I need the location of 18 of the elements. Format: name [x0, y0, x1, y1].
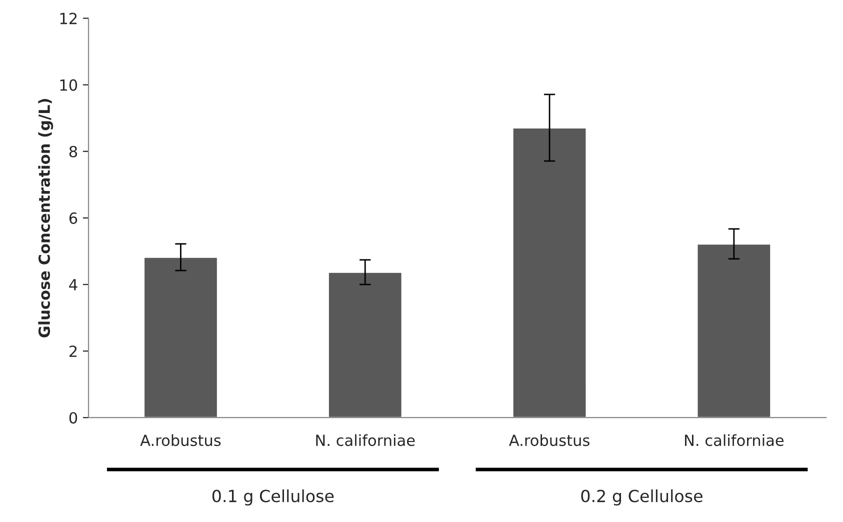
x-tick-label: N. californiae: [685, 434, 784, 446]
bar: [696, 243, 772, 418]
y-tick-label: 4: [69, 279, 78, 290]
x-tick-label: N. californiae: [316, 434, 415, 446]
y-tick-label: 6: [69, 212, 78, 224]
bar: [143, 256, 218, 418]
bar: [328, 271, 403, 418]
x-tick-label: A.robustus: [140, 434, 221, 446]
y-tick-label: 2: [69, 346, 77, 357]
bar: [512, 127, 588, 418]
text: 0.1 g Cellulose: [212, 489, 334, 506]
y-tick-label: 10: [60, 79, 78, 91]
x-tick-label: A.robustus: [509, 434, 590, 446]
y-tick-label: 0: [69, 412, 78, 424]
text: 0.2 g Cellulose: [581, 489, 702, 506]
y-axis-title: Glucose Concentration (g/L): [38, 99, 54, 338]
y-tick-label: 8: [69, 146, 78, 158]
y-tick-label: 12: [60, 12, 77, 24]
